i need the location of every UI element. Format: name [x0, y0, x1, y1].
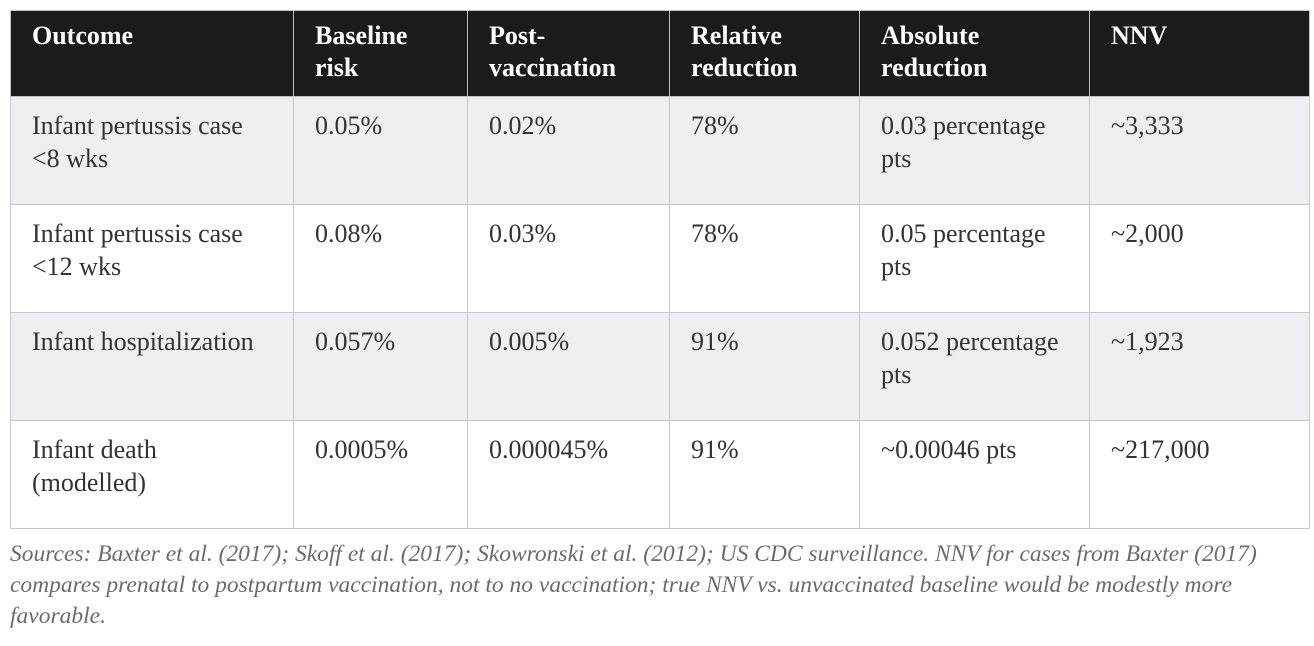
- table-row: Infant pertussis case <12 wks 0.08% 0.03% 7…: [10, 204, 1310, 313]
- header-cell: Absolute reduction: [859, 10, 1090, 97]
- table-cell: ~217,000: [1089, 420, 1310, 529]
- header-cell: Baseline risk: [293, 10, 468, 97]
- table-cell: ~2,000: [1089, 204, 1310, 313]
- caption: Sources: Baxter et al. (2017); Skoff et …: [10, 541, 1257, 629]
- table-cell: Infant pertussis case <12 wks: [10, 204, 294, 313]
- table-cell: ~0.00046 pts: [859, 420, 1090, 529]
- table-cell: 0.05%: [293, 96, 468, 205]
- table-cell: 0.052 percentage pts: [859, 312, 1090, 421]
- table-cell: 0.03 percentage pts: [859, 96, 1090, 205]
- header-cell: NNV: [1089, 10, 1310, 97]
- table-cell: 0.03%: [467, 204, 670, 313]
- table-cell: 0.08%: [293, 204, 468, 313]
- header-cell: Relative reduction: [669, 10, 860, 97]
- table-cell: Infant hospitalization: [10, 312, 294, 421]
- table-row: Infant hospitalization 0.057% 0.005% 91% 0.0…: [10, 312, 1310, 421]
- table-cell: ~3,333: [1089, 96, 1310, 205]
- table-cell: 0.05 percentage pts: [859, 204, 1090, 313]
- table-cell: 0.02%: [467, 96, 670, 205]
- table-cell: 91%: [669, 420, 860, 529]
- table-container: Outcome Baseline risk Post-vaccination Rela…: [10, 10, 1310, 632]
- table-row: Infant pertussis case <8 wks 0.05% 0.02% 78…: [10, 96, 1310, 205]
- table-cell: Infant death (modelled): [10, 420, 294, 529]
- table-cell: 78%: [669, 96, 860, 205]
- header-cell: Post-vaccination: [467, 10, 670, 97]
- table-cell: 0.057%: [293, 312, 468, 421]
- table-row: Infant death (modelled) 0.0005% 0.000045% 9…: [10, 420, 1310, 529]
- table-cell: 0.005%: [467, 312, 670, 421]
- table-body: Infant pertussis case <8 wks 0.05% 0.02% 78…: [10, 96, 1310, 529]
- table-cell: ~1,923: [1089, 312, 1310, 421]
- table-cell: 0.0005%: [293, 420, 468, 529]
- table-cell: 91%: [669, 312, 860, 421]
- table-cell: 0.000045%: [467, 420, 670, 529]
- header-row: Outcome Baseline risk Post-vaccination Rela…: [10, 10, 1310, 97]
- table-cell: Infant pertussis case <8 wks: [10, 96, 294, 205]
- data-table: Outcome Baseline risk Post-vaccination Rela…: [10, 10, 1310, 529]
- header-cell: Outcome: [10, 10, 294, 97]
- table-cell: 78%: [669, 204, 860, 313]
